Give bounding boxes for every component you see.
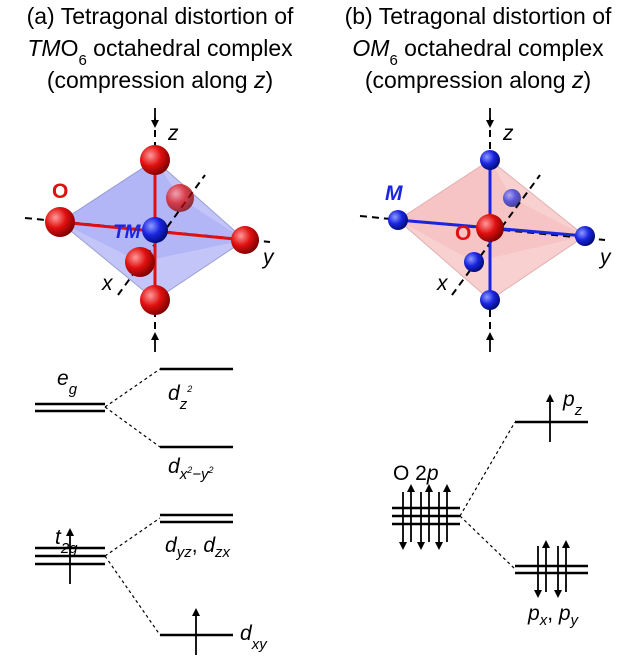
- label-part: z: [179, 396, 188, 413]
- atom-label: TM: [113, 222, 142, 243]
- title-part: 6: [78, 52, 86, 69]
- label-part: 2g: [60, 540, 78, 557]
- center-atom: [142, 217, 168, 243]
- label-part: p: [558, 602, 571, 625]
- label-part: yz: [176, 544, 193, 561]
- figure: (a) Tetragonal distortion of TMO6 octahe…: [0, 0, 639, 656]
- label-part: ,: [192, 534, 204, 557]
- ligand-atom: [503, 189, 521, 207]
- level-label: dx2−y2: [168, 455, 213, 483]
- ligand-atom: [480, 290, 500, 310]
- label-part: −y: [192, 466, 210, 483]
- title-line: (b) Tetragonal distortion of: [345, 3, 612, 29]
- level-label: px, py: [527, 602, 580, 629]
- title-part: TM: [27, 35, 61, 61]
- ligand-atom: [140, 145, 170, 175]
- title-part: z: [253, 67, 266, 93]
- level-label: dz2: [168, 382, 192, 413]
- axis-label: y: [598, 246, 612, 269]
- title-line: TMO6 octahedral complex: [27, 35, 293, 69]
- levels-a: eg dz2 dx2−y2 t2g dyz, dzx dxy: [35, 367, 268, 655]
- title-part: z: [571, 67, 584, 93]
- label-part: 2: [186, 384, 192, 394]
- octahedron-a: z y x O TM: [25, 108, 275, 352]
- level-label: dxy: [240, 622, 268, 653]
- connector: [460, 422, 515, 569]
- level-label: eg: [57, 367, 78, 398]
- axis-label: x: [101, 272, 114, 295]
- title-part: (compression along: [365, 67, 572, 93]
- connector: [105, 369, 160, 447]
- ligand-atom: [125, 247, 155, 277]
- label-part: zx: [214, 544, 231, 561]
- level-label: pz: [562, 388, 583, 419]
- title-part: ): [583, 67, 591, 93]
- level-label: t2g: [55, 526, 78, 557]
- levels-b: O 2p pz px, py: [392, 388, 588, 629]
- ligand-atom: [166, 184, 194, 212]
- title-part: 6: [389, 52, 397, 69]
- label-part: g: [69, 381, 78, 398]
- label-part: y: [570, 612, 580, 629]
- axis-label: z: [502, 122, 514, 145]
- title-part: O: [61, 35, 79, 61]
- title-line: (compression along z): [365, 67, 591, 93]
- axis-label: z: [167, 122, 179, 145]
- axis-label: y: [261, 246, 275, 269]
- ligand-atom: [480, 150, 500, 170]
- ligand-atom: [140, 285, 170, 315]
- label-part: z: [574, 402, 583, 419]
- title-part: octahedral complex: [398, 35, 604, 61]
- level-label: dyz, dzx: [165, 534, 231, 561]
- atom-label: O: [455, 222, 471, 245]
- title-line: (compression along z): [47, 67, 273, 93]
- label-part: p: [426, 462, 439, 485]
- ligand-atom: [231, 226, 259, 254]
- octahedron-b: z y x M O: [360, 108, 612, 352]
- ligand-atom: [45, 207, 75, 237]
- label-part: O 2: [393, 462, 427, 485]
- ligand-atom: [464, 252, 484, 272]
- label-part: xy: [251, 636, 269, 653]
- title-line: OM6 octahedral complex: [352, 35, 604, 69]
- label-part: ,: [547, 602, 559, 625]
- title-part: octahedral complex: [87, 35, 293, 61]
- label-part: p: [527, 602, 540, 625]
- label-part: 2: [207, 465, 213, 475]
- ligand-atom: [388, 210, 408, 230]
- label-part: e: [57, 367, 69, 390]
- ligand-atom: [575, 226, 595, 246]
- level-label: O 2p: [393, 462, 439, 485]
- title-part: (compression along: [47, 67, 254, 93]
- connector: [105, 518, 160, 635]
- title-part: ): [265, 67, 273, 93]
- atom-label: O: [52, 180, 68, 203]
- title-part: OM: [352, 35, 390, 61]
- title-line: (a) Tetragonal distortion of: [27, 3, 294, 29]
- axis-label: x: [436, 272, 449, 295]
- label-part: p: [562, 388, 575, 411]
- atom-label: M: [385, 182, 403, 205]
- center-atom: [476, 214, 504, 242]
